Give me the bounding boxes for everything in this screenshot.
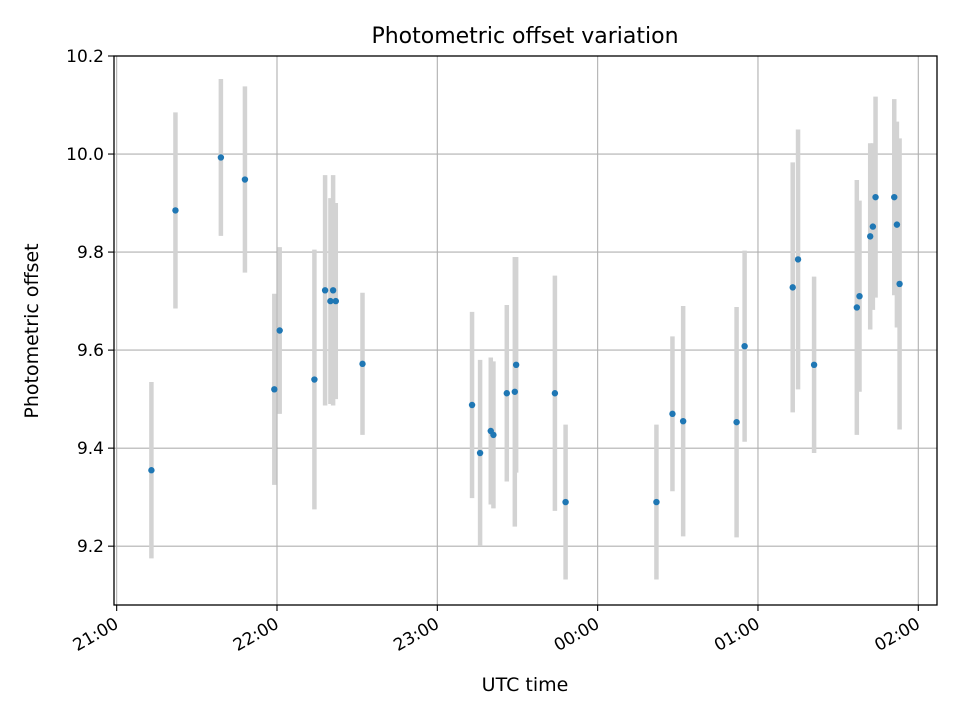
data-point [332,297,339,305]
data-point [891,193,898,201]
y-tick-label: 10.2 [66,47,104,67]
data-point [866,233,874,240]
data-point [276,327,283,334]
data-point [329,287,337,294]
data-point [311,376,318,383]
data-point [172,207,179,214]
data-point [872,193,879,201]
data-point [789,284,796,291]
data-point [741,342,748,350]
data-point [893,221,901,228]
data-point [327,297,334,305]
data-point [896,280,903,288]
data-point [476,449,484,457]
y-tick-label: 10.0 [66,145,104,165]
plot-frame [113,55,938,606]
data-point [679,417,687,425]
data-point [468,401,476,409]
y-tick-label: 9.8 [77,243,104,263]
data-point [503,390,510,397]
data-point [241,176,249,183]
data-point [217,154,225,161]
data-point [856,292,863,300]
data-points [148,154,903,506]
data-point [321,287,329,294]
data-point [794,256,802,263]
chart-title: Photometric offset variation [371,24,678,49]
data-point [733,418,740,426]
y-tick-label: 9.6 [77,341,104,361]
data-point [512,361,520,369]
data-point [669,410,676,418]
data-point [148,467,155,474]
y-tick-label: 9.4 [77,439,104,459]
x-axis-label: UTC time [482,674,569,696]
y-axis-label: Photometric offset [21,243,43,418]
data-point [551,390,559,397]
data-point [359,360,366,368]
data-point [853,304,861,311]
data-point [511,388,519,395]
data-point [490,431,497,439]
data-point [562,498,569,506]
data-point [810,361,818,369]
y-tick-label: 9.2 [77,537,104,557]
data-point [271,386,278,393]
data-point [869,223,877,230]
data-point [653,498,660,506]
